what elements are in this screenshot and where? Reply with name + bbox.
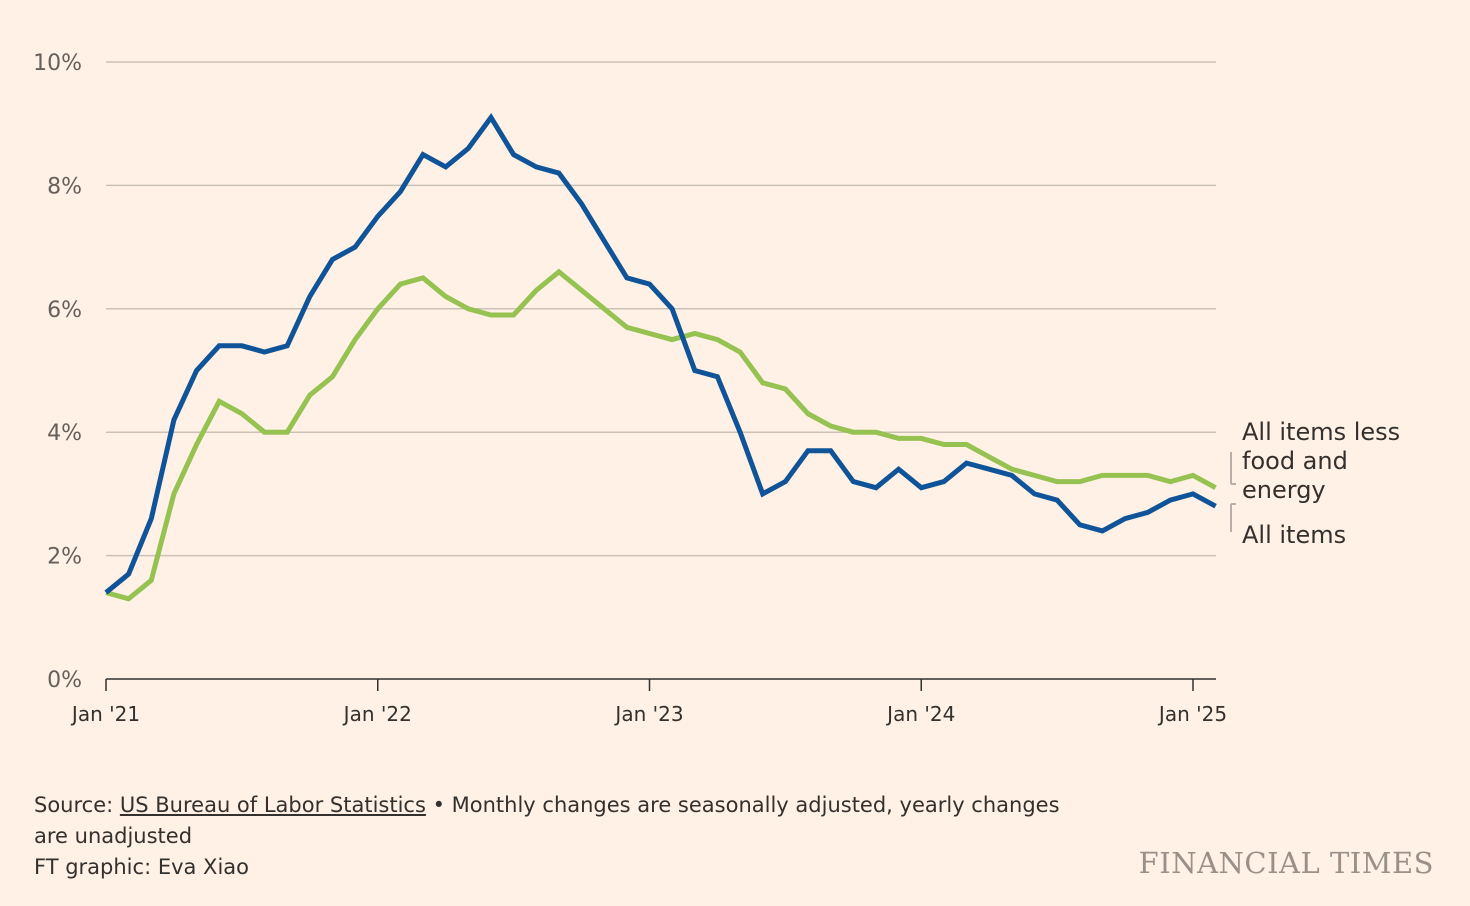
y-tick-label: 2% (47, 545, 82, 570)
core-series-label-line3: energy (1242, 476, 1326, 504)
chart-footer: Source: US Bureau of Labor Statistics • … (34, 790, 1094, 883)
y-axis: 0% 2% 4% 6% 8% 10% (33, 51, 82, 693)
ft-logo: FINANCIAL TIMES (1138, 846, 1434, 880)
source-line: Source: US Bureau of Labor Statistics • … (34, 790, 1094, 852)
source-note: • Monthly changes are seasonally adjuste… (34, 793, 1060, 848)
y-tick-label: 0% (47, 668, 82, 693)
gridlines (106, 61, 1216, 557)
y-tick-label: 4% (47, 421, 82, 446)
x-axis: Jan '21 Jan '22 Jan '23 Jan '24 Jan '25 (70, 678, 1227, 726)
series-labels: All items less food and energy All items (1230, 418, 1400, 549)
core-items-line (105, 268, 1217, 602)
x-tick-label: Jan '24 (885, 702, 955, 726)
all-series-label: All items (1242, 521, 1346, 549)
line-chart: 0%2%4%6%8%10% Jan '21 Jan '22 Jan '23 Jan '… (33, 51, 1400, 726)
core-series-label-line2: food and (1242, 447, 1348, 475)
all-items-line (104, 113, 1217, 595)
source-link[interactable]: US Bureau of Labor Statistics (119, 793, 426, 817)
x-tick-label: Jan '23 (613, 702, 683, 726)
y-tick-label: 8% (47, 174, 82, 199)
y-tick-label: 6% (47, 298, 82, 323)
x-tick-label: Jan '21 (70, 702, 140, 726)
core-series-label-line1: All items less (1242, 418, 1400, 446)
source-prefix: Source: (34, 793, 120, 817)
y-tick-label: 10% (33, 51, 82, 76)
series-lines (104, 113, 1217, 602)
credit-line: FT graphic: Eva Xiao (34, 855, 249, 879)
x-tick-label: Jan '22 (342, 702, 412, 726)
x-tick-label: Jan '25 (1157, 702, 1227, 726)
